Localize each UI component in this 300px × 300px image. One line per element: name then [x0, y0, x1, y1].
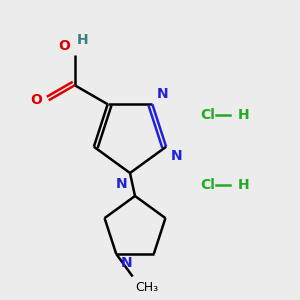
Text: H: H — [238, 108, 250, 122]
Text: O: O — [30, 93, 42, 107]
Text: N: N — [156, 87, 168, 101]
Text: N: N — [171, 149, 183, 163]
Text: H: H — [238, 178, 250, 192]
Text: N: N — [116, 177, 127, 191]
Text: Cl: Cl — [200, 178, 215, 192]
Text: H: H — [77, 33, 88, 47]
Text: O: O — [58, 39, 70, 53]
Text: Cl: Cl — [200, 108, 215, 122]
Text: CH₃: CH₃ — [136, 280, 159, 293]
Text: N: N — [121, 256, 133, 270]
